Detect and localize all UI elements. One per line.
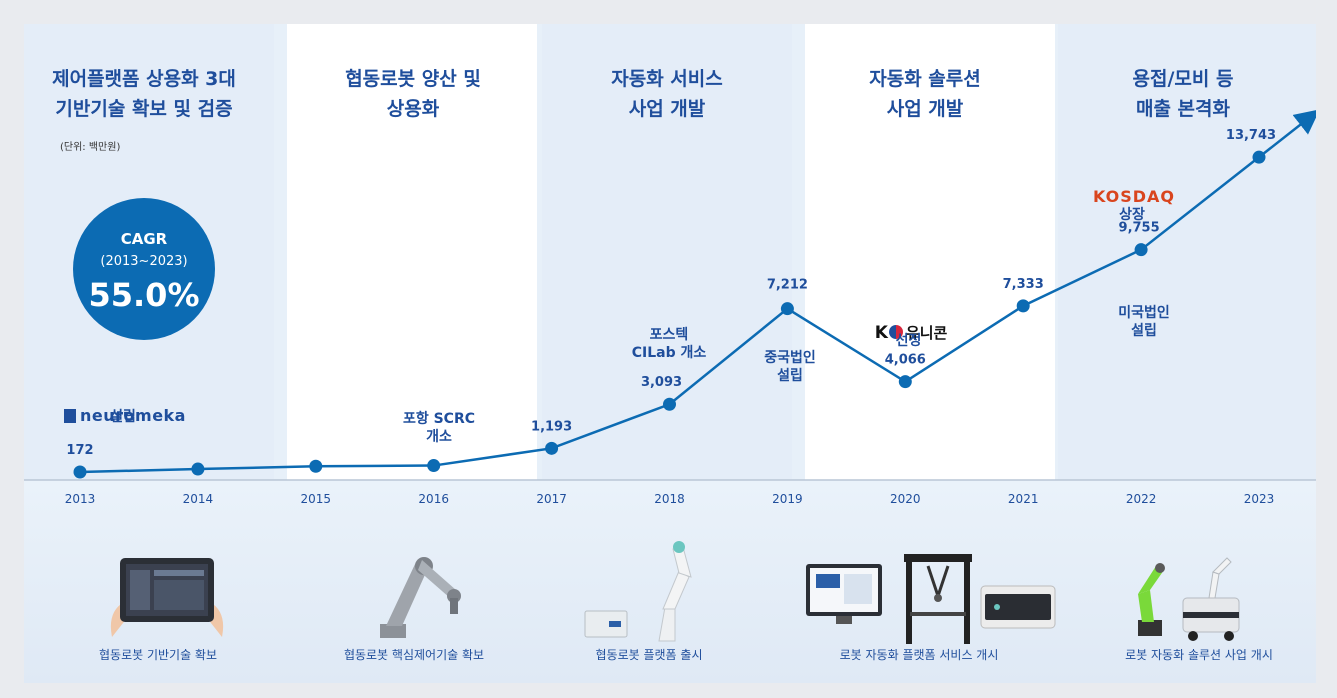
neuromeka-logo-icon bbox=[64, 409, 76, 423]
data-point-2017 bbox=[545, 441, 559, 455]
delta-robot-illustration bbox=[904, 554, 972, 644]
x-tick-2017: 2017 bbox=[536, 492, 567, 506]
neuromeka-annotation: neuromeka bbox=[50, 389, 200, 425]
phase-header-4: 자동화 솔루션 사업 개발 bbox=[869, 68, 981, 120]
pohang-annotation: 포항 SCRC 개소 bbox=[402, 411, 476, 445]
value-label-2020: 4,066 bbox=[885, 353, 926, 368]
data-point-2016 bbox=[427, 459, 441, 473]
data-point-2022 bbox=[1134, 243, 1148, 257]
cagr-period: (2013~2023) bbox=[100, 254, 188, 269]
x-tick-2019: 2019 bbox=[772, 492, 803, 506]
band-2 bbox=[287, 24, 537, 480]
phase-header-2: 협동로봇 양산 및 상용화 bbox=[345, 68, 481, 120]
neuromeka-sub: 설립 bbox=[110, 409, 136, 425]
postech-annotation: 포스텍 CILab 개소 bbox=[631, 327, 707, 361]
x-tick-2021: 2021 bbox=[1008, 492, 1039, 506]
monitor-illustration bbox=[806, 564, 882, 624]
cagr-label: CAGR bbox=[120, 230, 168, 248]
x-tick-2016: 2016 bbox=[418, 492, 449, 506]
caption-4: 로봇 자동화 플랫폼 서비스 개시 bbox=[839, 648, 999, 662]
cobot-arm-illustration bbox=[380, 557, 461, 638]
data-point-2015 bbox=[309, 459, 323, 473]
controller-box-illustration bbox=[980, 585, 1056, 629]
caption-5: 로봇 자동화 솔루션 사업 개시 bbox=[1125, 648, 1273, 662]
caption-1: 협동로봇 기반기술 확보 bbox=[98, 648, 218, 662]
value-label-2022: 9,755 bbox=[1119, 221, 1160, 236]
phase-header-3: 자동화 서비스 사업 개발 bbox=[611, 68, 723, 120]
data-point-2019 bbox=[780, 302, 794, 316]
unicorn-annotation: K 유니콘 bbox=[856, 306, 966, 343]
kosdaq-logo: KOSDAQ bbox=[1092, 187, 1176, 206]
k-logo-icon: K bbox=[874, 323, 888, 343]
x-tick-2015: 2015 bbox=[301, 492, 332, 506]
value-label-2019: 7,212 bbox=[767, 278, 808, 293]
value-label-2018: 3,093 bbox=[641, 375, 682, 390]
band-4 bbox=[805, 24, 1055, 480]
caption-2: 협동로봇 핵심제어기술 확보 bbox=[343, 648, 485, 662]
unicorn-logo: 유니콘 bbox=[905, 324, 948, 342]
revenue-line-chart: 1721,1933,0937,2124,0667,3339,75513,743 … bbox=[24, 109, 1316, 506]
us-annotation: 미국법인 설립 bbox=[1118, 305, 1170, 339]
data-point-2013 bbox=[73, 465, 87, 479]
unit-label: (단위: 백만원) bbox=[60, 142, 121, 153]
data-point-2023 bbox=[1252, 150, 1266, 164]
data-point-2018 bbox=[663, 397, 676, 411]
welding-robot-illustration bbox=[1138, 563, 1165, 636]
x-tick-2018: 2018 bbox=[654, 492, 685, 506]
phase-header-5: 용접/모비 등 매출 본격화 bbox=[1132, 68, 1234, 120]
x-tick-2022: 2022 bbox=[1126, 492, 1157, 506]
mobile-robot-illustration bbox=[1182, 557, 1240, 641]
phase-header-1: 제어플랫폼 상용화 3대 기반기술 확보 및 검증 bbox=[52, 68, 236, 120]
data-point-2021 bbox=[1016, 299, 1030, 313]
cagr-value: 55.0% bbox=[88, 276, 200, 314]
band-5 bbox=[1058, 24, 1316, 480]
x-tick-2023: 2023 bbox=[1244, 492, 1275, 506]
value-label-2013: 172 bbox=[66, 443, 93, 458]
data-point-2020 bbox=[898, 375, 912, 389]
x-tick-2014: 2014 bbox=[183, 492, 214, 506]
caption-3: 협동로봇 플랫폼 출시 bbox=[595, 648, 703, 662]
china-annotation: 중국법인 설립 bbox=[764, 350, 816, 384]
x-tick-2020: 2020 bbox=[890, 492, 921, 506]
timeline-panel: 제어플랫폼 상용화 3대 기반기술 확보 및 검증 협동로봇 양산 및 상용화 … bbox=[24, 24, 1316, 683]
value-label-2017: 1,193 bbox=[531, 419, 572, 434]
neuromeka-logo: neuromeka bbox=[80, 406, 186, 425]
value-label-2023: 13,743 bbox=[1226, 128, 1276, 143]
tablet-illustration bbox=[110, 558, 224, 637]
x-tick-2013: 2013 bbox=[65, 492, 96, 506]
illustration-area bbox=[24, 480, 1316, 683]
cagr-badge: CAGR (2013~2023) 55.0% bbox=[73, 198, 215, 340]
kosdaq-sub: 상장 bbox=[1119, 207, 1145, 223]
trend-arrow bbox=[1258, 109, 1316, 159]
value-label-2021: 7,333 bbox=[1003, 277, 1044, 292]
k-circle-icon bbox=[888, 325, 903, 339]
unicorn-sub: 선정 bbox=[895, 333, 922, 349]
data-point-2014 bbox=[191, 462, 205, 476]
cobot-platform-illustration bbox=[584, 541, 692, 642]
